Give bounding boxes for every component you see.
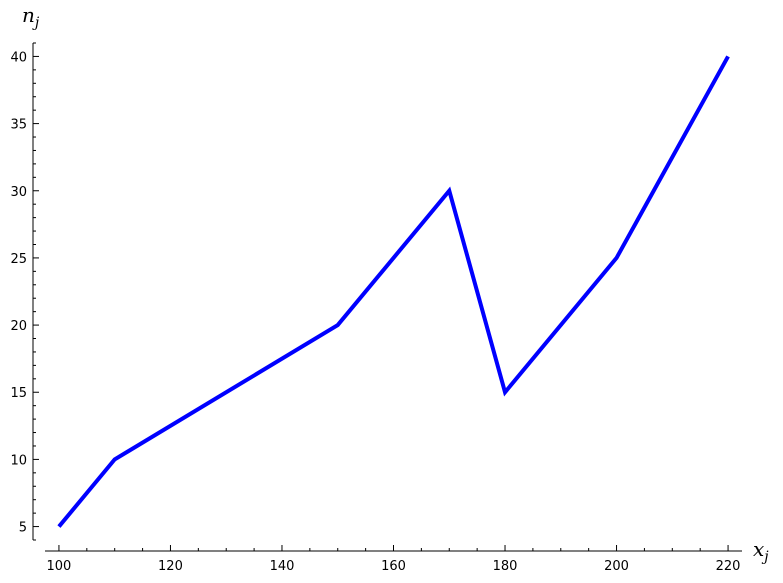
y-ticks: 5 10 15 20 25 30 35 40 [10,43,39,540]
y-tick-label: 5 [19,521,27,536]
axes [33,43,742,551]
y-tick-label: 40 [10,50,27,65]
y-tick-label: 30 [10,185,27,200]
x-tick-label: 200 [604,559,629,574]
y-tick-label: 15 [10,386,27,401]
y-tick-label: 25 [10,252,27,267]
y-tick-label: 20 [10,319,27,334]
x-tick-label: 100 [47,559,72,574]
y-tick-label: 10 [10,453,27,468]
x-ticks: 100 120 140 160 180 200 220 [47,545,741,574]
y-axis-label: nj [22,3,40,31]
x-tick-label: 180 [493,559,518,574]
x-tick-label: 160 [381,559,406,574]
series-group [59,56,728,526]
x-axis-label: xj [753,537,769,565]
x-tick-label: 120 [158,559,183,574]
x-tick-label: 140 [270,559,295,574]
y-tick-label: 35 [10,118,27,133]
x-tick-label: 220 [716,559,741,574]
series-line [59,56,728,526]
